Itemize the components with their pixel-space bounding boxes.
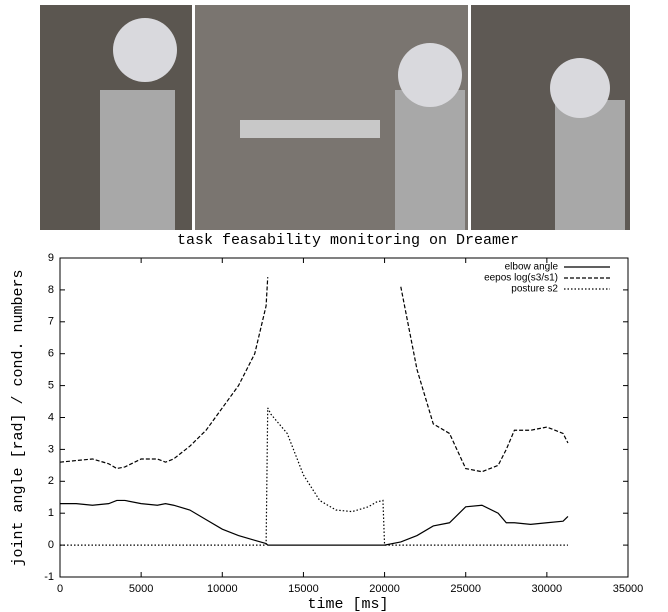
chart-title: task feasability monitoring on Dreamer bbox=[177, 232, 519, 249]
x-tick-label: 15000 bbox=[288, 583, 319, 595]
robot-head bbox=[113, 18, 177, 82]
y-tick-label: 2 bbox=[48, 475, 54, 487]
legend-label: posture s2 bbox=[511, 284, 558, 295]
page: {"chart_data": {"type": "line", "title":… bbox=[0, 0, 668, 612]
y-tick-label: 7 bbox=[48, 316, 54, 328]
plot-frame bbox=[60, 258, 628, 577]
y-tick-label: 8 bbox=[48, 284, 54, 296]
y-tick-label: 5 bbox=[48, 380, 54, 392]
legend-label: elbow angle bbox=[505, 262, 559, 273]
robot-body bbox=[100, 90, 175, 230]
robot-body bbox=[395, 90, 465, 230]
series-line bbox=[60, 408, 568, 545]
y-tick-label: 9 bbox=[48, 252, 54, 264]
x-tick-label: 35000 bbox=[613, 583, 644, 595]
y-tick-label: 3 bbox=[48, 443, 54, 455]
x-tick-label: 10000 bbox=[207, 583, 238, 595]
series-line bbox=[60, 500, 568, 545]
robot-head bbox=[550, 58, 610, 118]
y-tick-label: 1 bbox=[48, 507, 54, 519]
y-tick-label: -1 bbox=[44, 571, 54, 583]
robot-body bbox=[555, 100, 625, 230]
x-tick-label: 5000 bbox=[129, 583, 153, 595]
x-tick-label: 20000 bbox=[369, 583, 400, 595]
robot-arm bbox=[240, 120, 380, 138]
x-tick-label: 25000 bbox=[450, 583, 481, 595]
x-axis-label: time [ms] bbox=[307, 596, 388, 612]
robot-head bbox=[398, 43, 462, 107]
figure: task feasability monitoring on Dreamer t… bbox=[0, 0, 668, 612]
y-tick-label: 0 bbox=[48, 539, 54, 551]
y-tick-label: 4 bbox=[48, 411, 54, 423]
legend-label: eepos log(s3/s1) bbox=[484, 273, 558, 284]
y-tick-label: 6 bbox=[48, 348, 54, 360]
x-tick-label: 30000 bbox=[532, 583, 563, 595]
x-tick-label: 0 bbox=[57, 583, 63, 595]
series-line bbox=[60, 277, 568, 472]
y-axis-label: joint angle [rad] / cond. numbers bbox=[10, 269, 27, 566]
